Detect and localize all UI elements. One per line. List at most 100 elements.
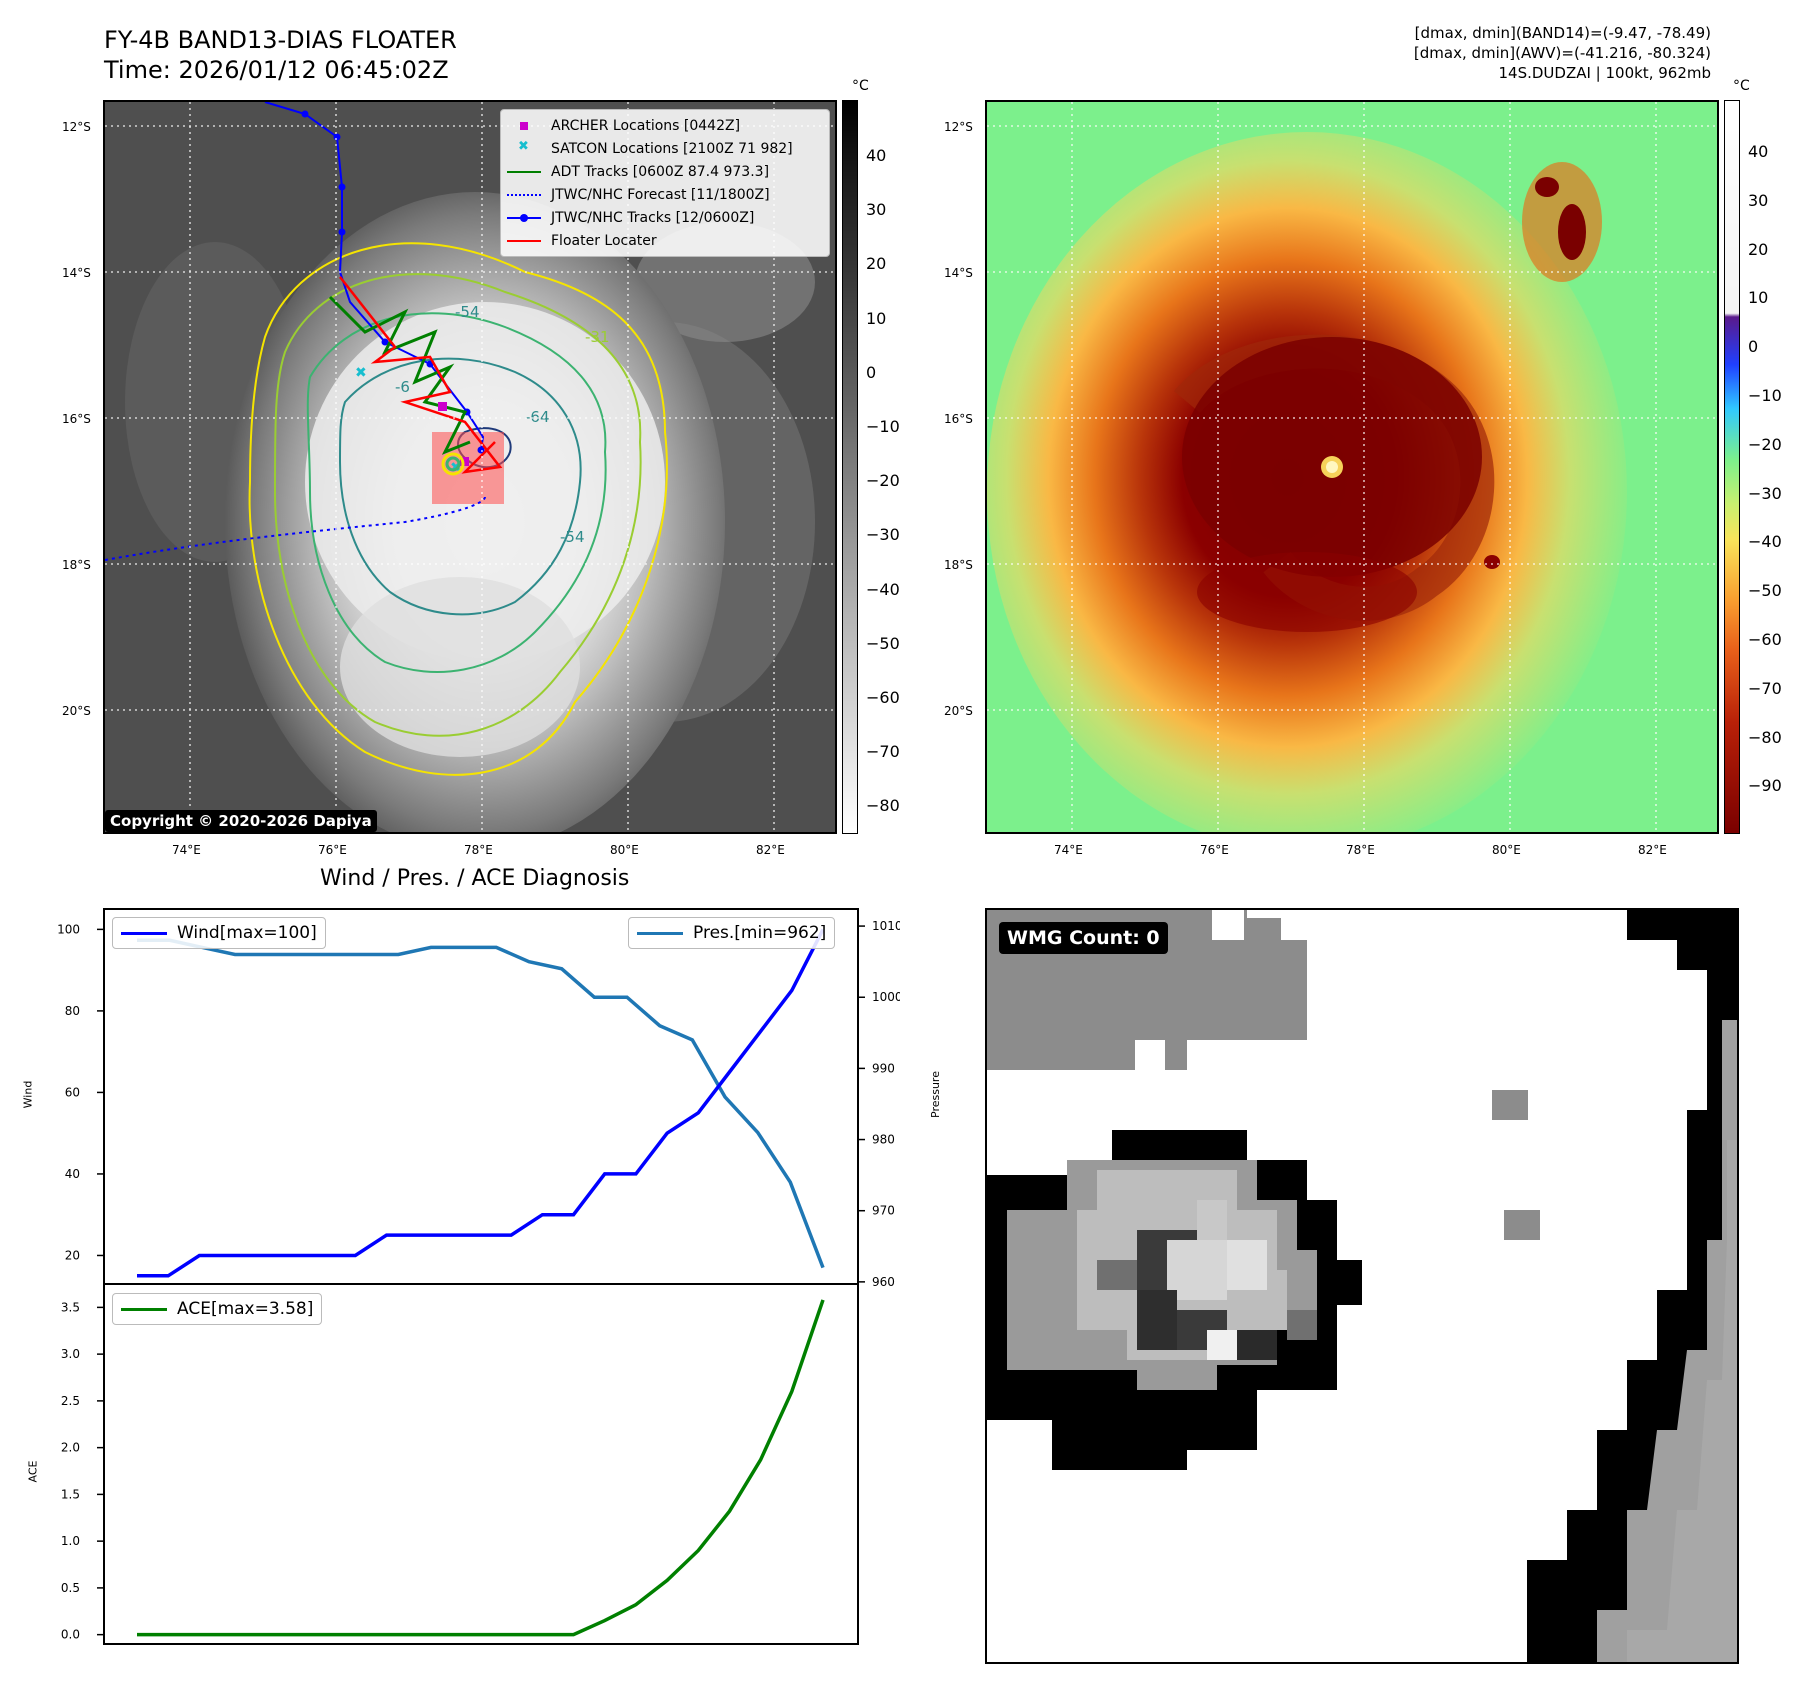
diag-title: Wind / Pres. / ACE Diagnosis [320,866,630,891]
ace-axis-label: ACE [26,1460,40,1483]
awv-lon-label: 76°E [1200,843,1229,857]
awv-colorbar-tick: −10 [1748,386,1782,405]
ir-colorbar-tick: 0 [866,362,877,382]
pressure-axis-tick-label: 990 [872,1061,895,1075]
legend-entry-tracks: JTWC/NHC Tracks [12/0600Z] [507,206,823,229]
contour-label: -6 [395,378,410,396]
wmg-image [987,910,1737,1662]
awv-colorbar-tick: 0 [1748,337,1759,357]
wind-axis-tick-label: 40 [65,1167,80,1181]
awv-lat-label: 16°S [944,412,973,426]
ir-legend: ARCHER Locations [0442Z] ✖ SATCON Locati… [500,109,830,257]
awv-lat-label: 12°S [944,120,973,134]
pressure-axis-tick-label: 1000 [872,990,900,1004]
legend-label: ACE[max=3.58] [177,1299,314,1319]
wind-axis-label: Wind [21,1080,35,1109]
wind-axis-tick-label: 20 [65,1248,80,1262]
ace-axis-tick-label: 0.0 [61,1628,80,1642]
awv-lon-label: 80°E [1492,843,1521,857]
wmg-panel: WMG Count: 0 [985,908,1739,1664]
awv-lon-label: 82°E [1638,843,1667,857]
legend-label: Floater Locater [551,232,657,249]
ir-lat-label: 20°S [62,704,91,718]
pressure-axis-tick-label: 960 [872,1275,895,1289]
ir-lon-label: 82°E [756,843,785,857]
pressure-series-line [137,938,825,1269]
diag-chart: 100 80 60 40 20 1010 1000 990 980 970 960 3.5 3.0 2.5… [57,908,900,1645]
ace-axis-tick-label: 3.0 [61,1347,80,1361]
ir-colorbar [842,100,858,834]
legend-label: JTWC/NHC Tracks [12/0600Z] [551,209,755,226]
ir-colorbar-tick: 40 [866,146,887,165]
legend-label: Pres.[min=962] [693,923,827,943]
legend-entry-archer: ARCHER Locations [0442Z] [507,114,823,137]
ir-colorbar-tick: 10 [866,308,887,328]
ir-lat-label: 12°S [62,120,91,134]
copyright-badge: Copyright © 2020-2026 Dapiya [105,810,377,832]
awv-lon-label: 78°E [1346,843,1375,857]
ir-colorbar-tick: −50 [866,633,900,653]
dotted-line-icon [507,188,541,202]
ir-colorbar-tick: −30 [866,525,900,545]
line-marker-icon [507,165,541,179]
awv-colorbar-tick: −80 [1748,727,1782,747]
ace-axis-tick-label: 1.5 [61,1487,80,1501]
line-marker-icon [507,234,541,248]
figure-title: FY-4B BAND13-DIAS FLOATER [104,26,457,54]
line-marker-icon [121,1302,167,1316]
info-awv: [dmax, dmin](AWV)=(-41.216, -80.324) [1413,44,1711,62]
wind-series-line [137,928,825,1278]
awv-colorbar-unit: °C [1733,78,1750,94]
awv-colorbar-tick: 30 [1748,190,1769,210]
awv-lat-label: 14°S [944,266,973,280]
ace-axis-tick-label: 1.0 [61,1534,80,1548]
awv-colorbar-tick: −50 [1748,581,1782,601]
info-storm: 14S.DUDZAI | 100kt, 962mb [1498,64,1711,82]
ir-colorbar-tick: −80 [866,796,900,816]
wind-axis-tick-label: 60 [65,1085,80,1099]
contour-label: -54 [560,528,585,546]
pressure-axis-tick-label: 970 [872,1204,895,1218]
awv-colorbar-tick: −70 [1748,678,1782,698]
awv-colorbar [1724,100,1740,834]
line-marker-icon [121,926,167,940]
awv-lon-label: 74°E [1054,843,1083,857]
ir-lon-label: 78°E [464,843,493,857]
awv-colorbar-tick: −60 [1748,630,1782,649]
ir-lon-label: 80°E [610,843,639,857]
awv-lat-label: 20°S [944,704,973,718]
contour-label: -31 [585,328,610,346]
ir-lat-label: 16°S [62,412,91,426]
pressure-axis-label: Pressure [928,1071,942,1118]
awv-colorbar-tick: 10 [1748,288,1769,308]
awv-colorbar-tick: 20 [1748,239,1769,259]
awv-map-panel [985,100,1719,834]
ir-colorbar-unit: °C [852,78,869,94]
legend-label: JTWC/NHC Forecast [11/1800Z] [551,186,770,203]
legend-label: SATCON Locations [2100Z 71 982] [551,140,793,157]
pressure-legend: Pres.[min=962] [628,917,836,949]
ir-colorbar-tick: 20 [866,254,887,274]
ir-colorbar-tick: −10 [866,417,900,436]
ir-colorbar-tick: −60 [866,688,900,707]
legend-label: ARCHER Locations [0442Z] [551,117,741,134]
legend-entry-adt: ADT Tracks [0600Z 87.4 973.3] [507,160,823,183]
ace-axis-tick-label: 2.0 [61,1441,80,1455]
ir-colorbar-tick: 30 [866,200,887,220]
legend-entry-satcon: ✖ SATCON Locations [2100Z 71 982] [507,137,823,160]
ace-axis-tick-label: 0.5 [61,1581,80,1595]
ace-series-line [137,1299,825,1637]
ace-axis-tick-label: 3.5 [61,1300,80,1314]
awv-colorbar-tick: −30 [1748,483,1782,503]
x-marker-icon: ✖ [518,138,529,154]
figure-time: Time: 2026/01/12 06:45:02Z [104,56,449,84]
wmg-count-badge: WMG Count: 0 [999,922,1168,954]
ir-colorbar-tick: −20 [866,471,900,491]
line-dot-icon [507,211,541,225]
legend-label: ADT Tracks [0600Z 87.4 973.3] [551,163,770,180]
legend-entry-floater: Floater Locater [507,229,823,252]
wind-axis-tick-label: 80 [65,1004,80,1018]
awv-colorbar-tick: −90 [1748,776,1782,796]
ir-lon-label: 74°E [172,843,201,857]
ir-lon-label: 76°E [318,843,347,857]
